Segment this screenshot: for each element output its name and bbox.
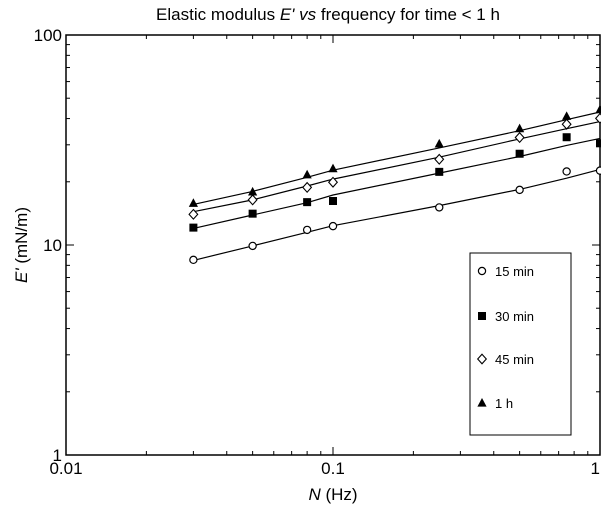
data-point-30-min: [189, 223, 198, 232]
legend-label: 15 min: [495, 264, 534, 279]
y-axis-label: E' (mN/m): [12, 207, 31, 283]
y-tick-label: 100: [34, 26, 62, 45]
legend-label: 30 min: [495, 309, 534, 324]
data-point-15-min: [189, 255, 198, 265]
y-tick-label: 1: [53, 446, 62, 465]
data-point-15-min: [302, 225, 312, 235]
data-point-30-min: [596, 139, 601, 148]
data-point-45-min: [327, 176, 339, 188]
data-point-30-min: [329, 197, 337, 206]
data-point-1-h: [188, 198, 198, 207]
data-point-45-min: [514, 131, 525, 144]
fit-line-15-min: [193, 168, 601, 261]
data-point-45-min: [434, 153, 445, 165]
fit-line-1-h: [193, 111, 601, 205]
data-point-45-min: [561, 118, 572, 130]
data-point-1-h: [434, 138, 444, 148]
data-point-1-h: [328, 163, 338, 173]
legend-marker-45-min: [476, 353, 488, 365]
data-point-1-h: [302, 169, 312, 179]
data-point-45-min: [188, 208, 199, 220]
legend-label: 1 h: [495, 396, 513, 411]
data-point-30-min: [435, 167, 444, 176]
data-point-1-h: [248, 186, 258, 196]
data-point-1-h: [562, 111, 572, 120]
axis-ticks: 0.01 0.1 1 1 10 100: [34, 26, 601, 478]
x-tick-label: 0.01: [49, 459, 82, 478]
legend-label: 45 min: [495, 352, 534, 367]
data-point-1-h: [515, 123, 525, 133]
data-point-30-min: [562, 133, 571, 142]
chart-title: Elastic modulus E' vs frequency for time…: [156, 5, 500, 24]
data-points: [188, 104, 601, 265]
data-point-30-min: [515, 149, 524, 158]
data-point-15-min: [515, 185, 524, 195]
legend-box: [469, 252, 572, 436]
data-point-15-min: [595, 166, 601, 175]
data-point-15-min: [435, 203, 444, 212]
x-tick-label: 0.1: [321, 459, 345, 478]
legend-marker-30-min: [478, 312, 486, 320]
x-axis-label: N (Hz): [308, 485, 357, 504]
fit-lines: [193, 111, 601, 261]
fit-line-45-min: [193, 121, 601, 213]
y-tick-label: 10: [43, 236, 62, 255]
fit-line-30-min: [193, 137, 601, 229]
data-point-45-min: [594, 112, 601, 124]
legend-marker-1-h: [477, 398, 487, 407]
data-point-45-min: [302, 181, 313, 194]
data-point-15-min: [328, 221, 338, 231]
data-point-1-h: [595, 104, 601, 114]
data-point-15-min: [248, 241, 257, 251]
x-tick-label: 1: [591, 459, 600, 478]
data-point-30-min: [248, 209, 257, 218]
data-point-45-min: [247, 194, 258, 206]
legend: 15 min 30 min 45 min 1 h: [469, 252, 572, 436]
legend-marker-15-min: [477, 266, 487, 276]
data-point-15-min: [562, 167, 571, 176]
data-point-30-min: [303, 198, 312, 207]
